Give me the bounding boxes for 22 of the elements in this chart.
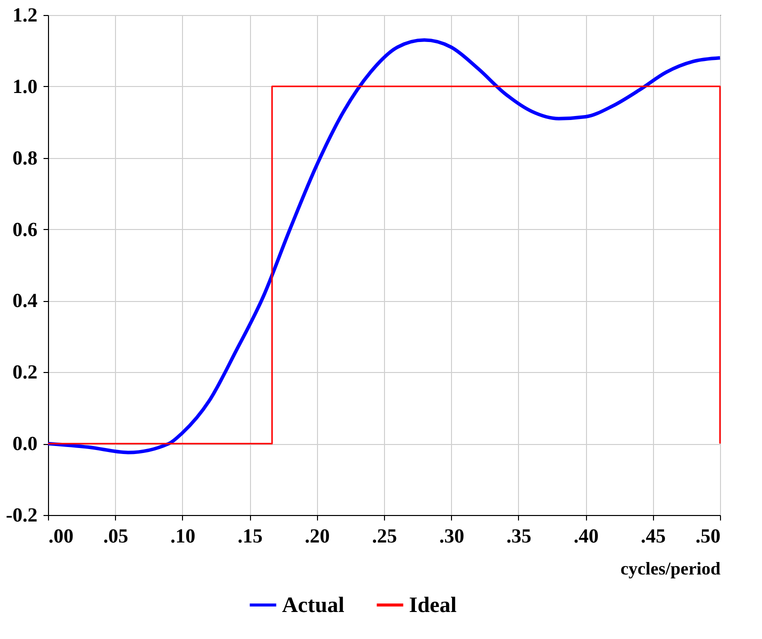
x-tick-label: .45 <box>640 526 666 548</box>
y-tick-label: 0.0 <box>12 433 38 456</box>
x-tick-label: .00 <box>48 526 74 548</box>
legend-label: Actual <box>282 592 344 617</box>
legend-label: Ideal <box>409 592 457 617</box>
y-tick-label: 0.6 <box>12 218 38 241</box>
y-tick-label: 1.0 <box>12 76 38 98</box>
x-tick-label: .50 <box>696 526 720 548</box>
x-tick-label: .40 <box>574 526 599 548</box>
y-tick-label: 0.2 <box>12 362 38 384</box>
y-tick-label: -0.2 <box>6 504 38 526</box>
x-tick-label: .05 <box>103 526 128 548</box>
x-tick-label: .10 <box>170 526 196 548</box>
x-axis-title: cycles/period <box>620 558 720 578</box>
y-tick-label: 1.2 <box>12 4 38 26</box>
y-tick-label: 0.8 <box>12 147 38 170</box>
x-tick-label: .25 <box>372 526 397 548</box>
x-tick-label: .15 <box>238 526 263 548</box>
x-tick-label: .35 <box>506 526 532 548</box>
x-tick-label: .20 <box>304 526 330 548</box>
y-tick-label: 0.4 <box>12 290 38 312</box>
x-tick-label: .30 <box>439 526 464 548</box>
